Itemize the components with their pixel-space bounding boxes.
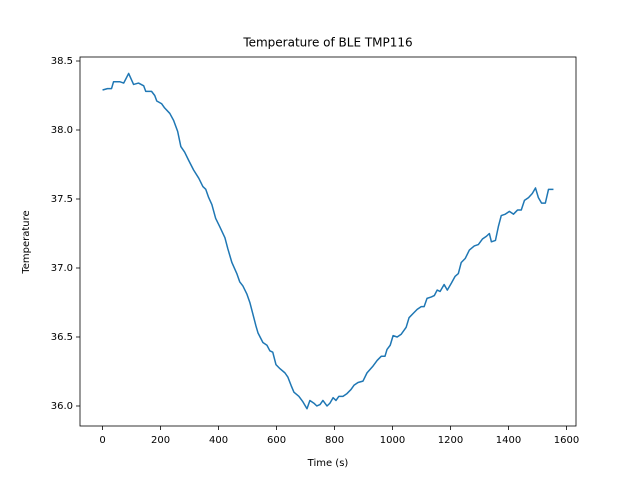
x-tick-label: 1600 bbox=[554, 435, 579, 446]
x-axis-label: Time (s) bbox=[307, 458, 349, 469]
x-tick-label: 800 bbox=[325, 435, 344, 446]
y-tick-label: 36.0 bbox=[51, 401, 73, 412]
y-tick-label: 38.5 bbox=[51, 56, 73, 67]
x-tick-label: 1200 bbox=[438, 435, 463, 446]
x-tick-label: 400 bbox=[209, 435, 228, 446]
x-tick-label: 1400 bbox=[496, 435, 521, 446]
y-tick-label: 36.5 bbox=[51, 332, 73, 343]
y-tick-label: 37.0 bbox=[51, 263, 73, 274]
data-line bbox=[102, 72, 554, 410]
x-tick-label: 0 bbox=[99, 435, 105, 446]
y-axis-label: Temperature bbox=[21, 210, 32, 274]
y-tick-label: 37.5 bbox=[51, 194, 73, 205]
axes-frame bbox=[79, 56, 577, 427]
x-tick-label: 1000 bbox=[380, 435, 405, 446]
x-tick-label: 200 bbox=[151, 435, 170, 446]
y-tick-label: 38.0 bbox=[51, 125, 73, 136]
x-tick-label: 600 bbox=[267, 435, 286, 446]
chart-title: Temperature of BLE TMP116 bbox=[242, 36, 412, 50]
